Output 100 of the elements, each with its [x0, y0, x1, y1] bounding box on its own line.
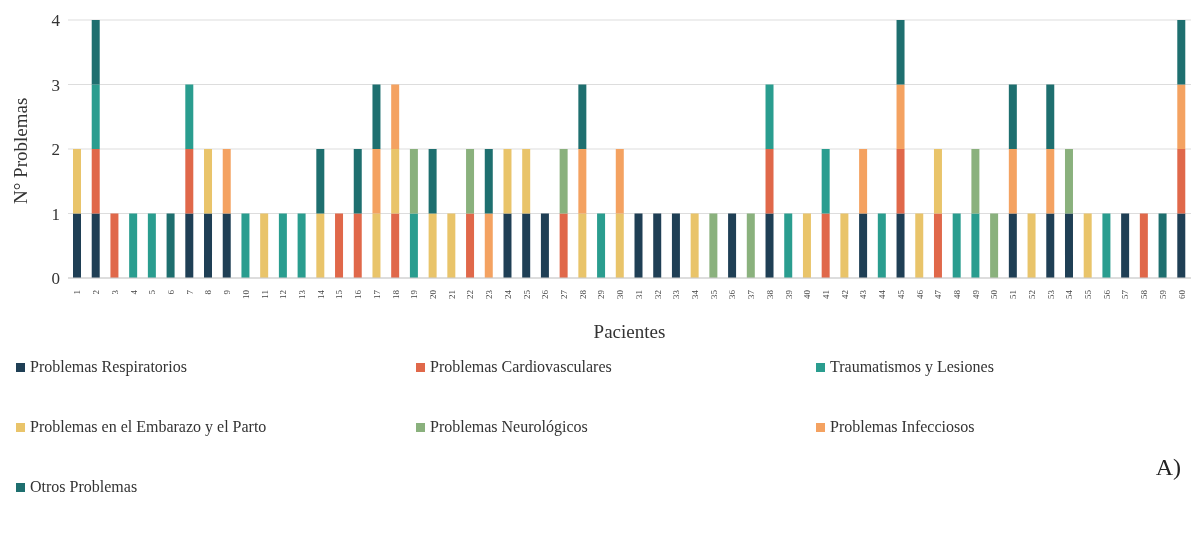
bar [409, 213, 418, 278]
x-tick-label: 31 [633, 290, 644, 299]
bar [896, 20, 905, 85]
text: A) [1155, 454, 1181, 481]
x-tick-label: 35 [708, 289, 719, 299]
bar [1008, 84, 1017, 149]
x-tick-label: 15 [334, 289, 345, 299]
bar [990, 213, 999, 278]
x-tick-label: 6 [165, 289, 176, 295]
bar [466, 149, 475, 214]
bar [765, 213, 774, 278]
bar [653, 213, 662, 278]
bar [335, 213, 344, 278]
bar [915, 213, 924, 278]
bar [821, 149, 830, 214]
bar [222, 149, 231, 214]
x-tick-label: 17 [371, 289, 382, 299]
bar [353, 213, 362, 278]
bar [597, 213, 606, 278]
bar [428, 213, 437, 278]
x-tick-label: 39 [783, 289, 794, 299]
x-tick-label: 53 [1045, 289, 1056, 299]
bar [91, 149, 100, 214]
x-tick-label: 42 [839, 290, 850, 299]
bar [1121, 213, 1130, 278]
bar [765, 84, 774, 149]
x-tick-label: 3 [109, 289, 120, 295]
bar [204, 213, 213, 278]
bar [671, 213, 680, 278]
bar [73, 213, 81, 278]
legend-label: Otros Problemas [30, 478, 138, 496]
x-tick-label: 33 [671, 289, 682, 299]
bar [634, 213, 643, 278]
bar [1064, 149, 1073, 214]
bar [896, 84, 905, 149]
x-tick-label: 37 [746, 289, 757, 299]
x-tick-label: 36 [727, 289, 738, 299]
x-tick-label: 44 [877, 289, 888, 299]
bar [746, 213, 755, 278]
y-tick-label: 4 [51, 11, 61, 31]
x-tick-label: 45 [895, 289, 906, 299]
x-tick-label: 52 [1026, 290, 1037, 299]
x-tick-label: 24 [502, 289, 513, 299]
bar [821, 213, 830, 278]
bar [391, 213, 400, 278]
bar [185, 84, 194, 149]
bar [372, 149, 381, 214]
x-tick-label: 38 [764, 289, 775, 299]
legend-label: Traumatismos y Lesiones [830, 358, 994, 376]
bar [428, 149, 437, 214]
x-tick-label: 11 [259, 290, 270, 299]
bar [578, 213, 587, 278]
bar [1008, 213, 1017, 278]
x-tick-label: 47 [933, 289, 944, 299]
y-tick-label: 2 [51, 140, 60, 160]
bar [466, 213, 475, 278]
x-tick-label: 60 [1176, 289, 1187, 299]
x-tick-label: 30 [615, 289, 626, 299]
bar [1083, 213, 1092, 278]
bar [409, 149, 418, 214]
bar [503, 149, 512, 214]
bar [278, 213, 287, 278]
y-tick-label: 3 [51, 75, 60, 95]
bar [91, 213, 100, 278]
bar [204, 149, 213, 214]
x-tick-label: 32 [652, 290, 663, 299]
x-tick-label: 50 [989, 289, 1000, 299]
bar [1177, 20, 1186, 85]
x-tick-label: 20 [427, 289, 438, 299]
x-tick-label: 9 [222, 289, 233, 295]
bar [241, 213, 250, 278]
bar [222, 213, 231, 278]
bar [840, 213, 849, 278]
x-tick-label: 54 [1064, 289, 1075, 299]
x-tick-label: 12 [278, 290, 289, 299]
bar [297, 213, 306, 278]
x-tick-label: 23 [484, 289, 495, 299]
x-tick-label: 13 [296, 289, 307, 299]
bar [578, 149, 587, 214]
bar [1046, 84, 1055, 149]
bar [1177, 213, 1186, 278]
x-tick-label: 4 [128, 289, 139, 295]
bar [522, 149, 531, 214]
bar [503, 213, 512, 278]
x-axis-title: Pacientes [593, 321, 666, 342]
bar [391, 149, 400, 214]
x-tick-label: 56 [1101, 289, 1112, 299]
x-tick-label: 41 [821, 290, 832, 299]
bar [559, 149, 568, 214]
legend-label: Problemas Respiratorios [30, 358, 187, 376]
y-tick-label: 0 [51, 269, 60, 289]
x-tick-label: 34 [690, 289, 701, 299]
legend-label: Problemas en el Embarazo y el Parto [30, 418, 267, 436]
x-tick-label: 25 [521, 289, 532, 299]
bar [1046, 213, 1055, 278]
bar [952, 213, 961, 278]
x-tick-label: 51 [1008, 290, 1019, 299]
bar [1008, 149, 1017, 214]
bar [110, 213, 119, 278]
x-tick-label: 48 [952, 289, 963, 299]
